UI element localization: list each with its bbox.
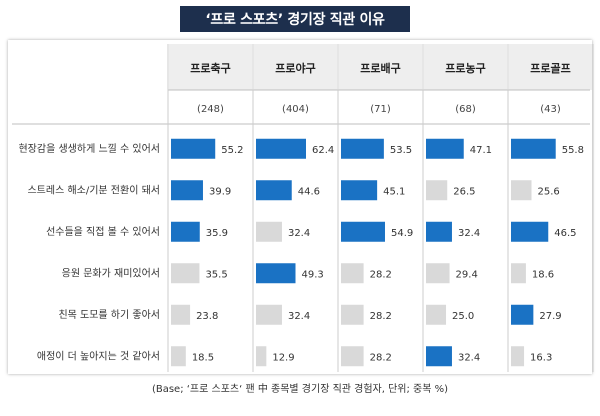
column-header: 프로골프 [530, 62, 570, 75]
data-label: 35.5 [205, 269, 227, 280]
column-header-bg [424, 44, 507, 90]
data-label: 39.9 [209, 186, 231, 197]
column-header-bg [509, 44, 592, 90]
row-label: 현장감을 생생하게 느낄 수 있어서 [18, 142, 160, 155]
bar [426, 180, 448, 201]
data-label: 25.6 [538, 186, 560, 197]
data-label: 16.3 [530, 352, 552, 363]
row-label: 선수들을 직접 볼 수 있어서 [46, 226, 160, 238]
data-label: 47.1 [470, 145, 492, 156]
data-label: 32.4 [458, 352, 480, 363]
bar [426, 138, 464, 159]
bar [511, 263, 526, 284]
bar [171, 138, 216, 159]
row-label: 스트레스 해소/기분 전환이 돼서 [27, 183, 160, 196]
bar [426, 346, 452, 367]
column-base: (248) [197, 104, 224, 115]
row-label: 친목 도모를 하기 좋아서 [58, 308, 160, 321]
bar [511, 221, 549, 242]
chart-footnote: (Base; ‘프로 스포츠‘ 팬 中 종목별 경기장 직관 경험자, 단위; … [151, 384, 449, 395]
column-header-bg [339, 44, 422, 90]
bar [341, 138, 384, 159]
column-header: 프로야구 [275, 61, 315, 75]
bar [511, 180, 532, 201]
bar [171, 180, 203, 201]
data-label: 18.5 [192, 352, 214, 363]
data-label: 23.8 [196, 311, 218, 322]
data-label: 55.2 [221, 145, 243, 156]
data-label: 32.4 [458, 228, 480, 239]
data-label: 45.1 [383, 186, 405, 197]
column-header: 프로배구 [360, 61, 400, 75]
bar [171, 304, 191, 325]
chart-panel [8, 40, 592, 374]
bar [511, 138, 556, 159]
bar [426, 221, 452, 242]
bar [256, 221, 282, 242]
data-label: 53.5 [390, 145, 412, 156]
bar [341, 180, 378, 201]
bar [256, 263, 296, 284]
data-label: 46.5 [554, 228, 576, 239]
column-base: (68) [455, 104, 476, 115]
data-label: 54.9 [391, 228, 413, 239]
data-label: 29.4 [456, 269, 478, 280]
bar [511, 346, 525, 367]
data-label: 12.9 [272, 352, 294, 363]
bar [171, 346, 186, 367]
chart-title: ‘프로 스포츠’ 경기장 직관 이유 [180, 6, 410, 32]
bar [171, 221, 200, 242]
data-label: 55.8 [562, 145, 584, 156]
column-header-bg [169, 44, 252, 90]
bar [426, 304, 447, 325]
data-label: 28.2 [370, 311, 392, 322]
data-label: 18.6 [532, 269, 554, 280]
data-label: 44.6 [298, 186, 320, 197]
column-base: (404) [282, 104, 309, 115]
data-label: 49.3 [302, 269, 324, 280]
bar [426, 263, 450, 284]
bar [341, 221, 385, 242]
bar [511, 304, 534, 325]
column-header: 프로축구 [190, 61, 230, 75]
data-label: 25.0 [452, 311, 474, 322]
data-label: 28.2 [370, 352, 392, 363]
data-label: 28.2 [370, 269, 392, 280]
data-label: 35.9 [206, 228, 228, 239]
row-label: 응원 문화가 재미있어서 [62, 267, 160, 279]
bar [256, 138, 306, 159]
column-header: 프로농구 [445, 62, 485, 75]
column-base: (43) [540, 104, 561, 115]
column-header-bg [254, 44, 337, 90]
bar [171, 263, 200, 284]
bar [256, 180, 292, 201]
data-label: 27.9 [539, 311, 561, 322]
data-label: 62.4 [312, 145, 334, 156]
bar [256, 304, 282, 325]
bar [256, 346, 267, 367]
data-label: 32.4 [288, 311, 310, 322]
data-label: 32.4 [288, 228, 310, 239]
bar [341, 304, 364, 325]
bar [341, 346, 364, 367]
bar [341, 263, 364, 284]
column-base: (71) [370, 104, 391, 115]
data-label: 26.5 [453, 186, 475, 197]
row-label: 애정이 더 높아지는 것 같아서 [37, 350, 160, 362]
